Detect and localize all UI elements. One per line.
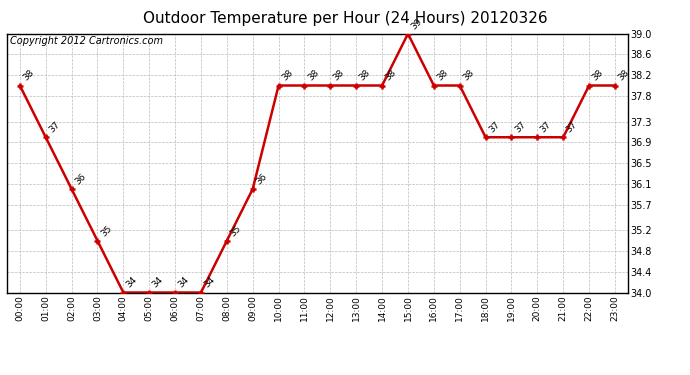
Text: 34: 34 (150, 275, 165, 290)
Text: 38: 38 (384, 68, 398, 83)
Text: 34: 34 (202, 275, 217, 290)
Text: 34: 34 (125, 275, 139, 290)
Text: 38: 38 (591, 68, 605, 83)
Text: 37: 37 (47, 120, 61, 135)
Text: 35: 35 (228, 224, 243, 238)
Text: Copyright 2012 Cartronics.com: Copyright 2012 Cartronics.com (10, 36, 163, 46)
Text: 38: 38 (461, 68, 475, 83)
Text: 38: 38 (435, 68, 450, 83)
Text: 38: 38 (280, 68, 295, 83)
Text: 37: 37 (539, 120, 553, 135)
Text: 37: 37 (564, 120, 579, 135)
Text: 38: 38 (21, 68, 36, 83)
Text: 38: 38 (616, 68, 631, 83)
Text: 38: 38 (332, 68, 346, 83)
Text: 36: 36 (73, 172, 88, 186)
Text: 34: 34 (177, 275, 191, 290)
Text: 39: 39 (409, 16, 424, 31)
Text: 38: 38 (357, 68, 372, 83)
Text: 36: 36 (254, 172, 268, 186)
Text: 37: 37 (487, 120, 502, 135)
Text: 38: 38 (306, 68, 320, 83)
Text: 37: 37 (513, 120, 527, 135)
Text: Outdoor Temperature per Hour (24 Hours) 20120326: Outdoor Temperature per Hour (24 Hours) … (143, 11, 547, 26)
Text: 35: 35 (99, 224, 113, 238)
